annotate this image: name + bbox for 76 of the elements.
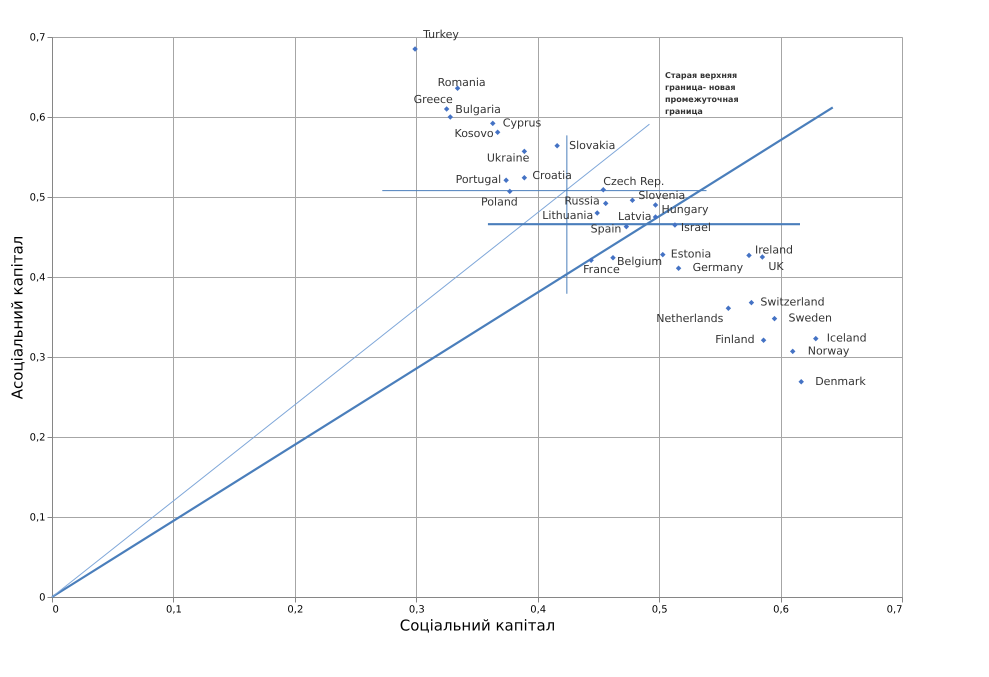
point bbox=[760, 254, 766, 260]
annotation: Germany bbox=[692, 261, 744, 274]
point bbox=[412, 46, 418, 52]
y-tick-label: 0 bbox=[39, 592, 46, 604]
point bbox=[490, 120, 496, 126]
point bbox=[588, 257, 594, 263]
point bbox=[448, 114, 454, 120]
point bbox=[726, 305, 732, 311]
annotation: Ireland bbox=[755, 243, 794, 256]
point bbox=[746, 252, 752, 258]
annotation: Slovenia bbox=[638, 189, 686, 202]
annotation: Portugal bbox=[456, 173, 502, 186]
point bbox=[748, 300, 754, 306]
y-tick-label: 0,4 bbox=[30, 272, 46, 284]
point bbox=[600, 187, 606, 193]
point bbox=[798, 379, 804, 385]
annotation: Norway bbox=[808, 344, 850, 358]
point bbox=[652, 214, 658, 220]
annotation: Israel bbox=[680, 221, 711, 234]
point bbox=[630, 197, 636, 203]
annotation: Turkey bbox=[422, 28, 460, 41]
annotation: Estonia bbox=[670, 248, 712, 261]
annotation: Sweden bbox=[788, 312, 832, 325]
point bbox=[522, 175, 528, 181]
annotation: Spain bbox=[590, 222, 622, 236]
y-tick-label: 0,1 bbox=[30, 512, 46, 524]
point bbox=[554, 143, 560, 149]
point bbox=[444, 106, 450, 112]
point bbox=[594, 210, 600, 216]
point bbox=[652, 202, 658, 208]
annotation: Greece bbox=[414, 93, 454, 106]
point bbox=[494, 129, 500, 135]
point bbox=[790, 348, 796, 354]
annotation: Старая верхняя граница- новая промежуточная граница bbox=[665, 71, 739, 116]
point bbox=[760, 337, 766, 343]
point bbox=[507, 188, 513, 194]
annotation: Denmark bbox=[815, 374, 866, 388]
x-tick-label: 0 bbox=[52, 604, 59, 616]
x-tick-label: 0,1 bbox=[166, 604, 182, 616]
annotation: Ukraine bbox=[486, 151, 530, 164]
annotation: Romania bbox=[438, 76, 486, 90]
point bbox=[660, 252, 666, 258]
y-axis-title: Асоціальний капітал bbox=[8, 236, 27, 400]
x-tick-label: 0,2 bbox=[287, 604, 304, 616]
x-axis-title: Соціальний капітал bbox=[400, 616, 556, 634]
x-tick-label: 0,3 bbox=[408, 604, 425, 616]
x-tick-label: 0,4 bbox=[530, 604, 546, 616]
x-tick-label: 0,5 bbox=[652, 604, 668, 616]
point bbox=[602, 200, 608, 206]
annotation: Switzerland bbox=[760, 296, 825, 309]
point bbox=[772, 316, 778, 322]
annotation: Latvia bbox=[618, 210, 652, 223]
annotation: UK bbox=[768, 260, 784, 273]
y-tick-label: 0,5 bbox=[30, 192, 46, 204]
annotation: Netherlands bbox=[656, 312, 724, 326]
x-tick-label: 0,6 bbox=[773, 604, 790, 616]
annotation: Poland bbox=[481, 195, 518, 208]
point bbox=[676, 265, 682, 271]
annotation: Belgium bbox=[617, 254, 662, 268]
annotation: Finland bbox=[715, 333, 755, 346]
y-tick-label: 0,3 bbox=[30, 352, 46, 364]
y-tick-label: 0,6 bbox=[30, 112, 46, 124]
point bbox=[503, 177, 509, 183]
point bbox=[624, 224, 630, 230]
annotation: Slovakia bbox=[569, 138, 616, 152]
annotation: Kosovo bbox=[454, 127, 494, 140]
point bbox=[813, 336, 819, 342]
y-tick-label: 0,7 bbox=[30, 32, 46, 44]
x-tick-label: 0,7 bbox=[886, 604, 902, 616]
point bbox=[610, 255, 616, 261]
annotation: Czech Rep. bbox=[603, 174, 664, 188]
annotation: Cyprus bbox=[502, 116, 542, 130]
point bbox=[672, 222, 678, 228]
y-tick-label: 0,2 bbox=[30, 432, 46, 444]
annotation: Iceland bbox=[826, 332, 867, 345]
annotation: Bulgaria bbox=[455, 103, 501, 116]
